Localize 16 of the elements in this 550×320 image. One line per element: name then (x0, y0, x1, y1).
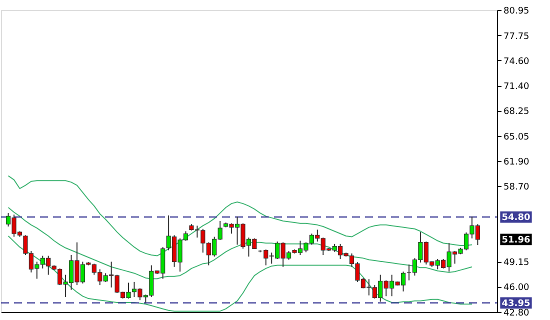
ref-line-label: 54.80 (502, 213, 530, 224)
text: 51.96 (502, 235, 530, 246)
y-tick-label: 58.70 (504, 182, 530, 193)
y-tick-label: 65.05 (504, 132, 530, 142)
y-tick-label: 77.75 (504, 32, 530, 42)
ref-line-label: 43.95 (502, 298, 530, 309)
y-tick-label: 71.40 (504, 82, 530, 92)
y-tick-label: 74.60 (504, 56, 530, 67)
y-tick-label: 80.95 (504, 6, 530, 16)
y-tick-label: 46.00 (504, 283, 530, 294)
y-tick-label: 68.25 (504, 107, 530, 118)
line-series (8, 236, 472, 312)
line-series (8, 207, 472, 280)
y-tick-label: 42.80 (504, 308, 530, 318)
y-tick-label: 61.90 (504, 157, 530, 168)
y-tick-label: 49.15 (504, 258, 530, 268)
